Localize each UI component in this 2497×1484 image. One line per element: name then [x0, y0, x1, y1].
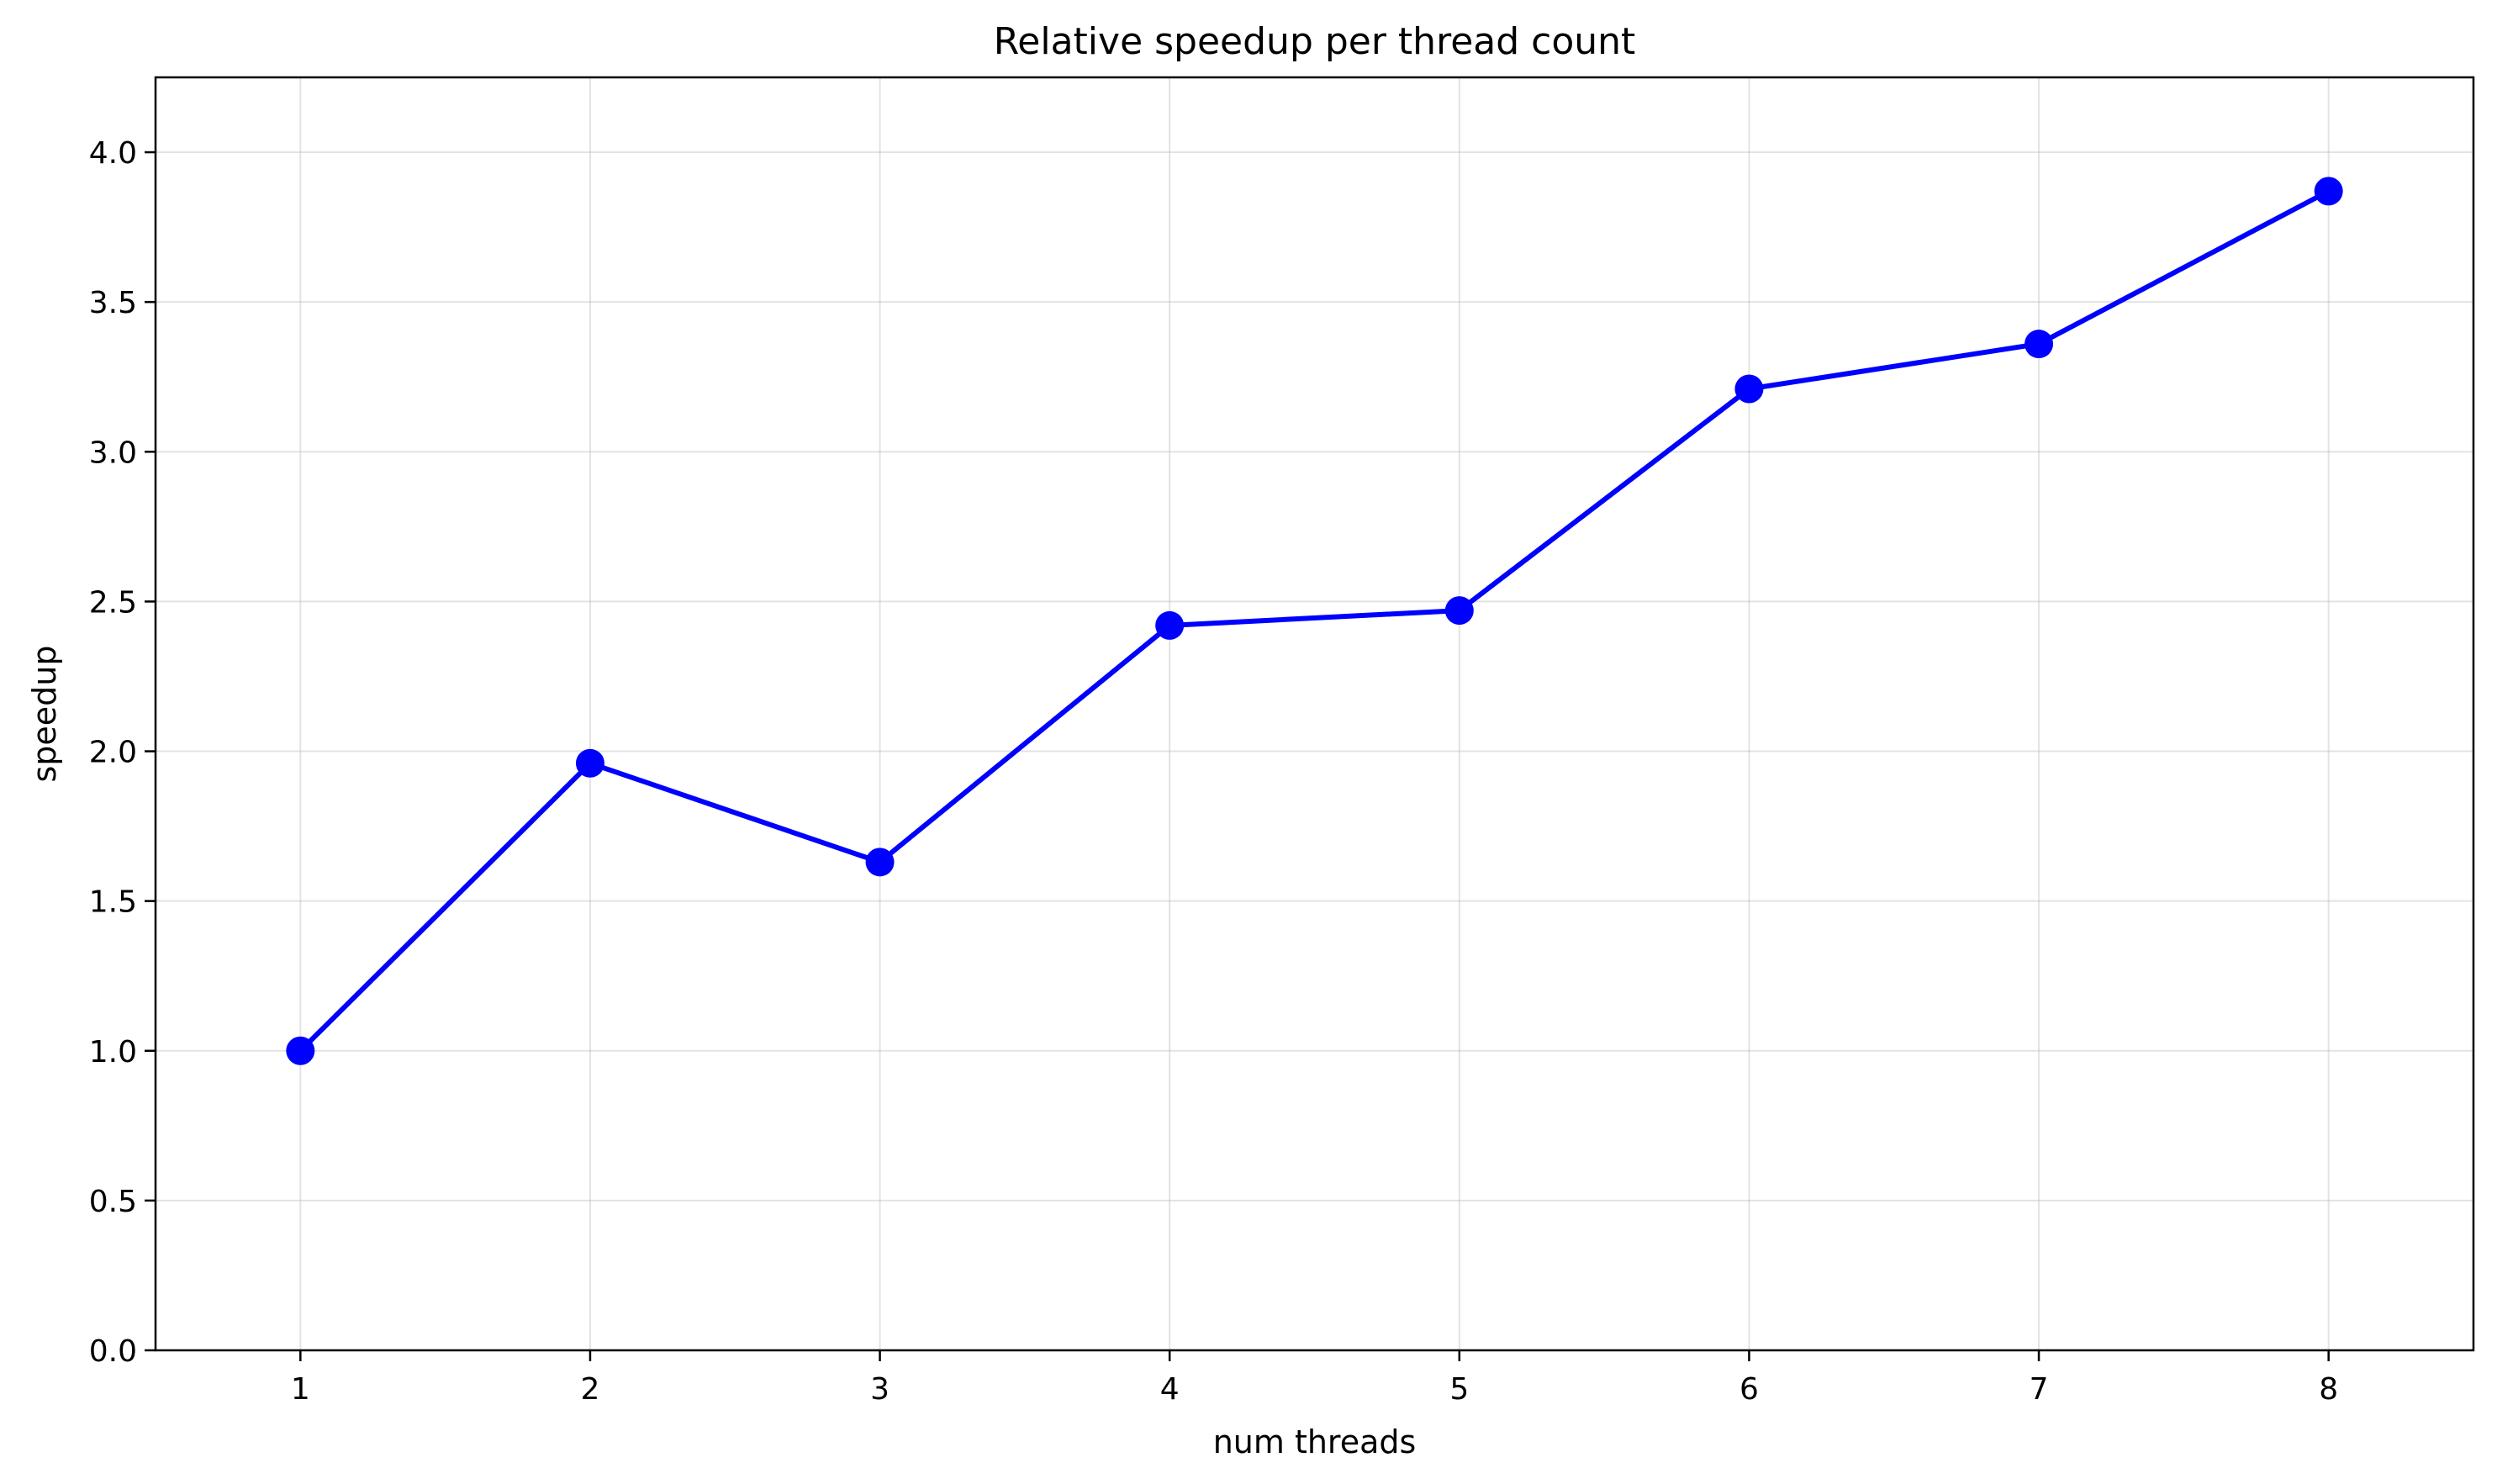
chart-title: Relative speedup per thread count [994, 20, 1636, 63]
y-tick-label: 1.0 [89, 1035, 137, 1069]
data-point [1155, 610, 1185, 640]
series-line [298, 188, 2331, 1053]
y-tick-label: 4.0 [89, 136, 137, 171]
axis-ticks: 1 2 3 4 5 6 7 8 0.0 0.5 1.0 1.5 2.0 2.5 3.0 3.5 4.0 [89, 136, 2338, 1407]
y-tick-label: 0.0 [89, 1334, 137, 1369]
y-tick-label: 1.5 [89, 885, 137, 920]
x-tick-label: 3 [870, 1372, 890, 1407]
x-tick-label: 4 [1160, 1372, 1180, 1407]
y-tick-label: 2.5 [89, 585, 137, 620]
y-tick-label: 2.0 [89, 736, 137, 770]
data-point [2314, 177, 2343, 206]
x-tick-label: 8 [2319, 1372, 2338, 1407]
grid-lines [156, 77, 2473, 1351]
data-point [1734, 374, 1764, 404]
y-axis-label: speedup [26, 645, 63, 782]
x-tick-label: 7 [2030, 1372, 2049, 1407]
x-axis-label: num threads [1213, 1423, 1417, 1460]
data-point [1444, 596, 1474, 626]
x-tick-label: 5 [1449, 1372, 1469, 1407]
x-tick-label: 1 [291, 1372, 310, 1407]
data-point [865, 848, 895, 877]
x-tick-label: 6 [1739, 1372, 1759, 1407]
data-point [2025, 330, 2054, 359]
y-tick-label: 3.5 [89, 286, 137, 320]
x-tick-label: 2 [580, 1372, 599, 1407]
y-tick-label: 3.0 [89, 436, 137, 470]
y-tick-label: 0.5 [89, 1185, 137, 1219]
data-series [286, 177, 2343, 1065]
data-point [286, 1036, 315, 1065]
plot-area-frame [154, 76, 2475, 1352]
data-point [575, 748, 604, 778]
